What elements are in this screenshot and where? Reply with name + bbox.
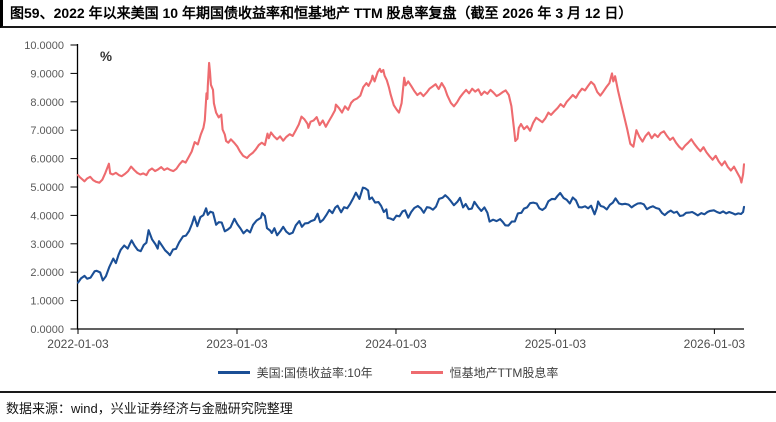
x-axis-tick-label: 2025-01-03 [525, 337, 587, 351]
data-source-note: 数据来源：wind，兴业证券经济与金融研究院整理 [6, 401, 293, 416]
y-axis-tick-label: 9.0000 [30, 68, 64, 80]
series-line-us10y [76, 186, 746, 284]
y-axis-tick-label: 7.0000 [30, 125, 64, 137]
y-axis-tick-label: 1.0000 [30, 296, 64, 308]
legend-item-henderson: 恒基地产TTM股息率 [410, 364, 559, 381]
figure-title: 图59、2022 年以来美国 10 年期国债收益率和恒基地产 TTM 股息率复盘… [0, 0, 776, 28]
line-chart: 0.0000 1.0000 2.0000 3.0000 4.0000 5.0000 6.00… [24, 40, 746, 351]
y-axis-tick-label: 0.0000 [30, 324, 64, 336]
y-axis-tick-label: 5.0000 [30, 182, 64, 194]
legend-label-us10y: 美国:国债收益率:10年 [256, 365, 373, 380]
legend-swatch-henderson [410, 370, 443, 374]
chart-legend: 美国:国债收益率:10年 恒基地产TTM股息率 [0, 362, 776, 382]
x-axis-tick-label: 2023-01-03 [206, 337, 268, 351]
y-axis-tick-label: 4.0000 [30, 210, 64, 222]
y-axis-unit-label: % [100, 49, 112, 64]
y-axis-tick-label: 2.0000 [30, 267, 64, 279]
footer-divider [0, 391, 776, 393]
legend-label-henderson: 恒基地产TTM股息率 [449, 365, 559, 380]
legend-item-us10y: 美国:国债收益率:10年 [217, 364, 373, 381]
figure-title-text: 图59、2022 年以来美国 10 年期国债收益率和恒基地产 TTM 股息率复盘… [10, 5, 633, 21]
y-axis-tick-label: 10.0000 [24, 40, 64, 52]
x-axis-tick-label: 2024-01-03 [365, 337, 427, 351]
y-axis-tick-label: 8.0000 [30, 97, 64, 109]
x-axis-tick-label: 2026-01-03 [684, 337, 746, 351]
series-line-henderson [76, 61, 746, 184]
legend-swatch-us10y [217, 370, 250, 374]
y-axis-tick-label: 3.0000 [30, 239, 64, 251]
x-axis-tick-label: 2022-01-03 [47, 337, 109, 351]
y-axis-tick-label: 6.0000 [30, 154, 64, 166]
